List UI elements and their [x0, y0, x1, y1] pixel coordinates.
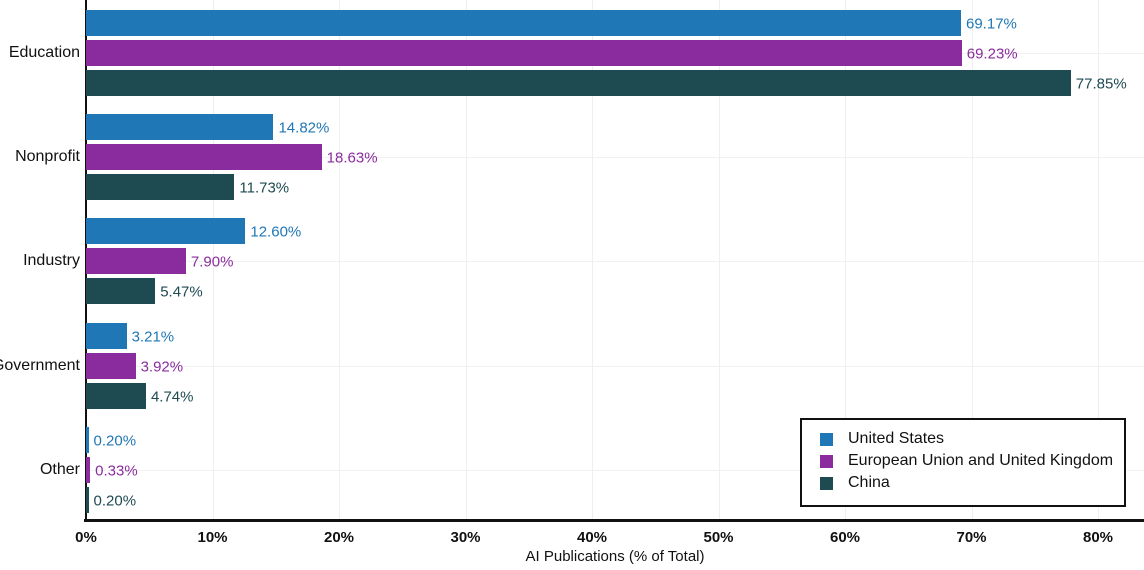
x-tick-label: 80% [1082, 529, 1114, 546]
x-tick-label: 30% [450, 529, 481, 546]
legend-item-2[interactable]: China [802, 473, 1124, 495]
bar-industry-0 [86, 218, 246, 244]
bar-nonprofit-1 [86, 144, 322, 170]
legend: United States European Union and United K… [800, 418, 1126, 507]
gridline-h [86, 366, 1144, 367]
category-label-education: Education [8, 44, 80, 61]
bar-value-label: 3.92% [140, 358, 184, 376]
legend-item-label: China [848, 474, 890, 491]
legend-swatch-icon [820, 477, 833, 490]
gridline-v [845, 0, 846, 519]
bar-government-2 [86, 383, 146, 409]
legend-item-label: European Union and United Kingdom [848, 452, 1114, 469]
x-tick-label: 60% [829, 529, 861, 546]
legend-item-1[interactable]: European Union and United Kingdom [802, 451, 1124, 473]
bar-education-2 [86, 70, 1071, 96]
category-label-other: Other [39, 461, 80, 478]
category-label-industry: Industry [23, 252, 80, 269]
x-axis-title: AI Publications (% of Total) [525, 548, 705, 565]
bar-education-0 [86, 10, 961, 36]
gridline-v [465, 0, 467, 519]
bar-value-label: 11.73% [239, 179, 290, 197]
gridline-h [86, 157, 1144, 158]
gridline-v [212, 0, 214, 519]
category-label-government: Government [0, 357, 80, 374]
bar-nonprofit-0 [86, 114, 274, 140]
bar-value-label: 18.63% [326, 149, 378, 167]
legend-swatch-icon [820, 455, 833, 468]
bar-value-label: 14.82% [278, 119, 330, 137]
bar-education-1 [86, 40, 962, 66]
category-label-nonprofit: Nonprofit [15, 148, 80, 165]
bar-value-label: 0.33% [95, 462, 138, 480]
bar-industry-1 [86, 248, 186, 274]
bar-government-0 [86, 323, 127, 349]
x-tick-label: 40% [576, 529, 608, 546]
x-tick-label: 50% [703, 529, 734, 546]
gridline-h [86, 470, 1144, 471]
bar-nonprofit-2 [86, 174, 235, 200]
bar-government-1 [86, 353, 136, 379]
gridline-v [718, 0, 720, 519]
bar-value-label: 7.90% [190, 253, 234, 271]
bar-value-label: 77.85% [1075, 75, 1127, 93]
legend-item-0[interactable]: United States [802, 429, 1124, 451]
gridline-v [1098, 0, 1099, 519]
bar-value-label: 69.17% [966, 15, 1017, 33]
gridline-v [339, 0, 340, 519]
gridline-h [86, 261, 1144, 262]
gridline-v [971, 0, 973, 519]
x-tick-label: 20% [323, 529, 355, 546]
x-tick-label: 0% [75, 529, 97, 546]
bar-value-label: 0.20% [93, 492, 137, 510]
bar-value-label: 69.23% [966, 45, 1018, 63]
legend-swatch-icon [820, 433, 833, 446]
x-axis-line [84, 519, 1144, 522]
bar-other-1 [86, 457, 91, 483]
bar-value-label: 5.47% [160, 283, 203, 301]
bar-industry-2 [86, 278, 156, 304]
bar-other-2 [86, 487, 89, 513]
x-tick-label: 70% [956, 529, 987, 546]
bar-value-label: 0.20% [93, 432, 137, 450]
x-tick-label: 10% [197, 529, 228, 546]
gridline-v [592, 0, 593, 519]
legend-item-label: United States [848, 430, 945, 447]
bar-value-label: 3.21% [131, 328, 175, 346]
bar-value-label: 12.60% [250, 223, 302, 241]
bar-value-label: 4.74% [150, 388, 194, 406]
bar-other-0 [86, 427, 89, 453]
